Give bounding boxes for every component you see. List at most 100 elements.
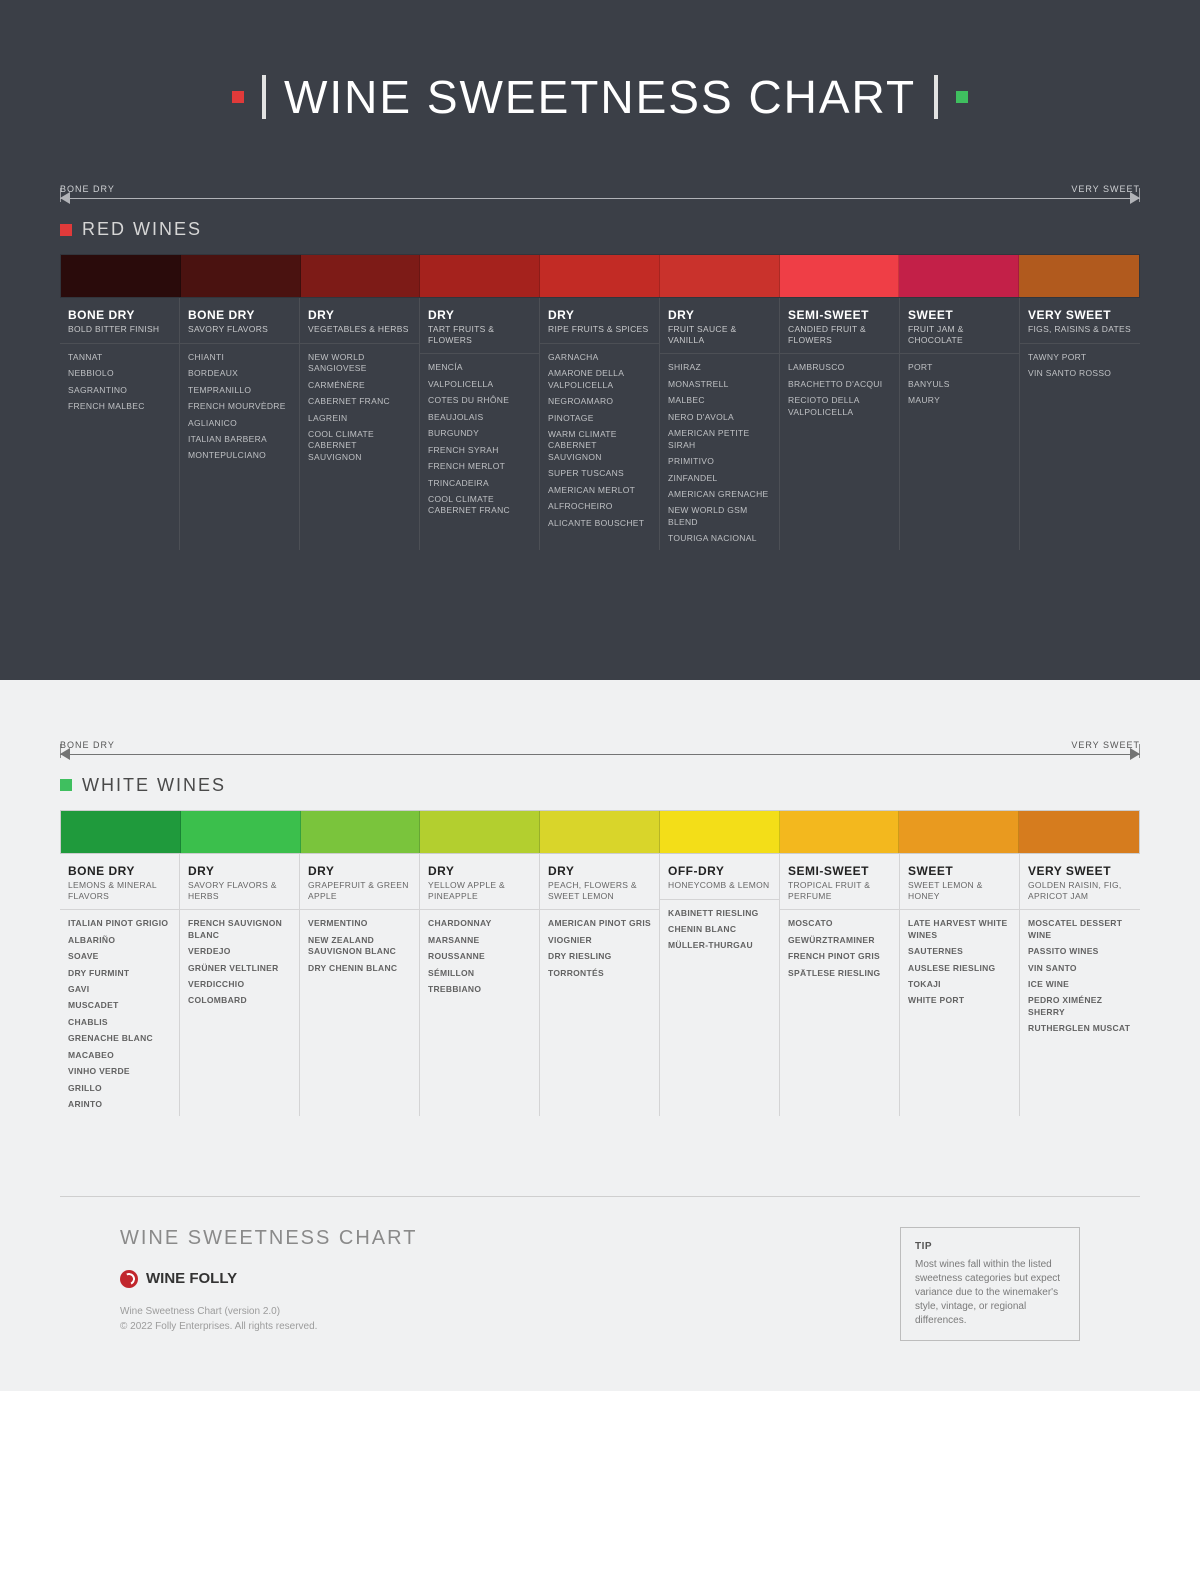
tip-label: TIP	[915, 1240, 1065, 1254]
column-subheading: HONEYCOMB & LEMON	[668, 880, 771, 891]
wine-item: FRENCH MALBEC	[68, 401, 171, 412]
swatch	[899, 255, 1019, 297]
wine-item: KABINETT RIESLING	[668, 908, 771, 919]
wine-item: NEW WORLD GSM BLEND	[668, 505, 771, 528]
column-subheading: CANDIED FRUIT & FLOWERS	[788, 324, 891, 345]
swatch	[301, 255, 421, 297]
red-swatches	[60, 254, 1140, 298]
wine-list: ITALIAN PINOT GRIGIOALBARIÑOSOAVEDRY FUR…	[68, 918, 171, 1111]
title-text: WINE SWEETNESS CHART	[284, 70, 916, 124]
wine-item: MUSCADET	[68, 1000, 171, 1011]
red-section-label: RED WINES	[60, 219, 1140, 240]
sweetness-column: VERY SWEETGOLDEN RAISIN, FIG, APRICOT JA…	[1020, 854, 1140, 1116]
brand: WINE FOLLY	[120, 1270, 417, 1288]
wine-item: CARMÉNÈRE	[308, 380, 411, 391]
tip-box: TIP Most wines fall within the listed sw…	[900, 1227, 1080, 1341]
swatch	[660, 255, 780, 297]
wine-item: MONTEPULCIANO	[188, 450, 291, 461]
swatch	[540, 255, 660, 297]
red-wines-panel: WINE SWEETNESS CHART BONE DRY VERY SWEET…	[0, 0, 1200, 680]
wine-item: CHIANTI	[188, 352, 291, 363]
column-heading: SWEET	[908, 308, 1011, 322]
wine-item: MOSCATEL DESSERT WINE	[1028, 918, 1132, 941]
title-left-square	[232, 91, 244, 103]
swatch	[420, 811, 540, 853]
swatch	[780, 811, 900, 853]
wine-item: PRIMITIVO	[668, 456, 771, 467]
wine-item: ALFROCHEIRO	[548, 501, 651, 512]
column-subheading: GRAPEFRUIT & GREEN APPLE	[308, 880, 411, 901]
wine-item: AGLIANICO	[188, 418, 291, 429]
wine-item: DRY FURMINT	[68, 968, 171, 979]
wine-item: BANYULS	[908, 379, 1011, 390]
column-heading: DRY	[548, 864, 651, 878]
wine-item: BORDEAUX	[188, 368, 291, 379]
wine-item: RECIOTO DELLA VALPOLICELLA	[788, 395, 891, 418]
wine-item: ICE WINE	[1028, 979, 1132, 990]
swatch	[540, 811, 660, 853]
wine-item: TOKAJI	[908, 979, 1011, 990]
wine-item: AMARONE DELLA VALPOLICELLA	[548, 368, 651, 391]
wine-item: DRY RIESLING	[548, 951, 651, 962]
wine-list: CHARDONNAYMARSANNEROUSSANNESÉMILLONTREBB…	[428, 918, 531, 995]
title-bar-right	[934, 75, 938, 119]
red-scale: BONE DRY VERY SWEET	[60, 184, 1140, 199]
column-heading: OFF-DRY	[668, 864, 771, 878]
wine-item: VIOGNIER	[548, 935, 651, 946]
wine-item: CHENIN BLANC	[668, 924, 771, 935]
wine-item: RUTHERGLEN MUSCAT	[1028, 1023, 1132, 1034]
sweetness-column: SWEETSWEET LEMON & HONEYLATE HARVEST WHI…	[900, 854, 1020, 1116]
wine-list: TAWNY PORTVIN SANTO ROSSO	[1028, 352, 1132, 380]
wine-item: MARSANNE	[428, 935, 531, 946]
sweetness-column: DRYVEGETABLES & HERBSNEW WORLD SANGIOVES…	[300, 298, 420, 550]
wine-item: CABERNET FRANC	[308, 396, 411, 407]
wine-item: VALPOLICELLA	[428, 379, 531, 390]
sweetness-column: VERY SWEETFIGS, RAISINS & DATESTAWNY POR…	[1020, 298, 1140, 550]
wine-item: AMERICAN PINOT GRIS	[548, 918, 651, 929]
title-right-square	[956, 91, 968, 103]
wine-item: PORT	[908, 362, 1011, 373]
wine-item: GRENACHE BLANC	[68, 1033, 171, 1044]
wine-item: SHIRAZ	[668, 362, 771, 373]
wine-list: MOSCATOGEWÜRZTRAMINERFRENCH PINOT GRISSP…	[788, 918, 891, 979]
wine-item: ZINFANDEL	[668, 473, 771, 484]
wine-item: GARNACHA	[548, 352, 651, 363]
column-heading: DRY	[188, 864, 291, 878]
wine-item: VERMENTINO	[308, 918, 411, 929]
column-subheading: LEMONS & MINERAL FLAVORS	[68, 880, 171, 901]
column-subheading: BOLD BITTER FINISH	[68, 324, 171, 335]
column-subheading: GOLDEN RAISIN, FIG, APRICOT JAM	[1028, 880, 1132, 901]
wine-item: NERO D'AVOLA	[668, 412, 771, 423]
footer-meta-version: Wine Sweetness Chart (version 2.0)	[120, 1304, 417, 1319]
red-label-text: RED WINES	[82, 219, 202, 240]
wine-item: FRENCH MERLOT	[428, 461, 531, 472]
wine-item: MOSCATO	[788, 918, 891, 929]
wine-item: SÉMILLON	[428, 968, 531, 979]
wine-item: TEMPRANILLO	[188, 385, 291, 396]
wine-item: FRENCH MOURVÈDRE	[188, 401, 291, 412]
wine-list: FRENCH SAUVIGNON BLANCVERDEJOGRÜNER VELT…	[188, 918, 291, 1007]
wine-list: NEW WORLD SANGIOVESECARMÉNÈRECABERNET FR…	[308, 352, 411, 464]
column-heading: SEMI-SWEET	[788, 308, 891, 322]
wine-item: COLOMBARD	[188, 995, 291, 1006]
wine-list: MENCÍAVALPOLICELLACOTES DU RHÔNEBEAUJOLA…	[428, 362, 531, 517]
column-subheading: YELLOW APPLE & PINEAPPLE	[428, 880, 531, 901]
white-label-text: WHITE WINES	[82, 775, 226, 796]
wine-item: TOURIGA NACIONAL	[668, 533, 771, 544]
red-square-icon	[60, 224, 72, 236]
wine-item: MACABEO	[68, 1050, 171, 1061]
swatch	[61, 811, 181, 853]
swatch	[780, 255, 900, 297]
wine-item: GEWÜRZTRAMINER	[788, 935, 891, 946]
column-subheading: RIPE FRUITS & SPICES	[548, 324, 651, 335]
wine-item: ITALIAN PINOT GRIGIO	[68, 918, 171, 929]
wine-item: AMERICAN PETITE SIRAH	[668, 428, 771, 451]
wine-item: PASSITO WINES	[1028, 946, 1132, 957]
wine-item: VERDICCHIO	[188, 979, 291, 990]
sweetness-column: DRYSAVORY FLAVORS & HERBSFRENCH SAUVIGNO…	[180, 854, 300, 1116]
wine-item: ALBARIÑO	[68, 935, 171, 946]
wine-item: MALBEC	[668, 395, 771, 406]
wine-item: WHITE PORT	[908, 995, 1011, 1006]
wine-item: LATE HARVEST WHITE WINES	[908, 918, 1011, 941]
column-heading: BONE DRY	[188, 308, 291, 322]
